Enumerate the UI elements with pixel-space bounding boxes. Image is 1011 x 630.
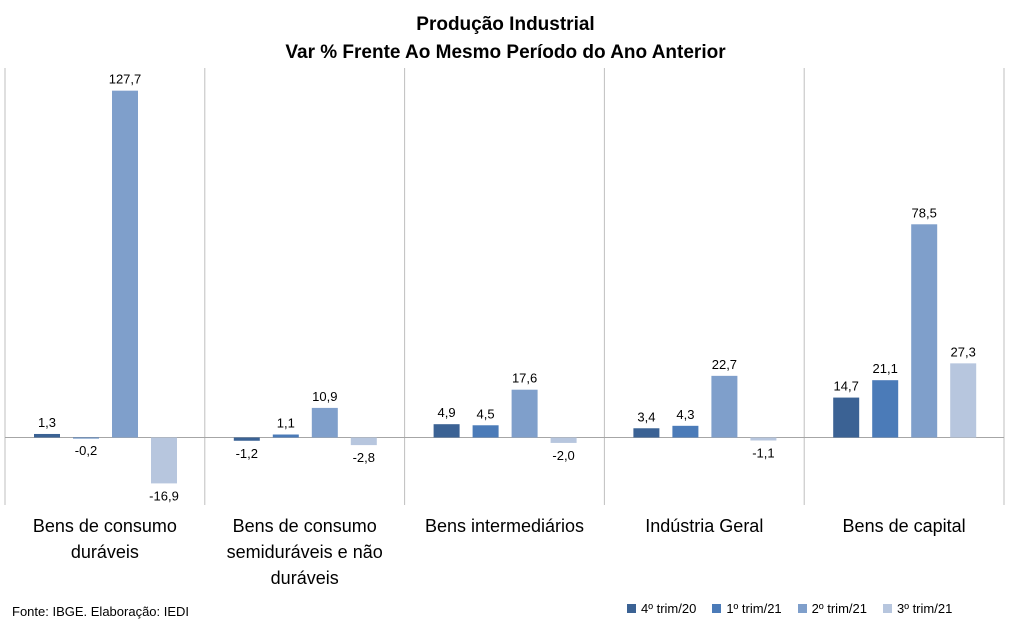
legend-label: 3º trim/21 bbox=[896, 601, 953, 616]
bar bbox=[233, 437, 260, 441]
bar bbox=[833, 397, 860, 438]
category-label: semiduráveis e não bbox=[227, 542, 383, 562]
legend-swatch bbox=[627, 604, 636, 613]
bar bbox=[750, 437, 777, 441]
bar bbox=[950, 363, 977, 438]
legend-item-4tri20: 4º trim/20 bbox=[627, 601, 696, 616]
category-label: duráveis bbox=[271, 568, 339, 588]
data-label: 1,3 bbox=[38, 415, 56, 430]
source-note: Fonte: IBGE. Elaboração: IEDI bbox=[12, 604, 190, 619]
data-label: 4,5 bbox=[477, 406, 495, 421]
chart-title: Produção Industrial bbox=[416, 14, 595, 35]
legend-swatch bbox=[797, 604, 807, 613]
bar bbox=[633, 428, 660, 438]
bar bbox=[711, 375, 738, 438]
legend-swatch bbox=[882, 604, 892, 613]
category-label: Bens de capital bbox=[843, 516, 966, 536]
bar bbox=[350, 437, 377, 446]
category-label: Indústria Geral bbox=[645, 516, 763, 536]
data-label: 14,7 bbox=[834, 379, 859, 394]
bar bbox=[550, 437, 577, 443]
data-label: -2,0 bbox=[552, 448, 574, 463]
category-label: Bens de consumo bbox=[233, 516, 377, 536]
category-label: Bens de consumo bbox=[33, 516, 177, 536]
legend-item-1tri21: 1º trim/21 bbox=[712, 601, 782, 616]
bar bbox=[872, 380, 899, 438]
data-label: -0,2 bbox=[75, 443, 97, 458]
data-label: 27,3 bbox=[951, 344, 976, 359]
bar bbox=[311, 407, 338, 438]
data-label: 21,1 bbox=[873, 361, 898, 376]
chart-subtitle: Var % Frente Ao Mesmo Período do Ano Ant… bbox=[285, 42, 726, 63]
data-label: 17,6 bbox=[512, 371, 537, 386]
legend-label: 1º trim/21 bbox=[726, 601, 782, 616]
legend-item-2tri21: 2º trim/21 bbox=[797, 601, 867, 616]
legend: 4º trim/20 1º trim/21 2º trim/21 3º trim… bbox=[627, 601, 952, 616]
legend-item-3tri21: 3º trim/21 bbox=[882, 601, 953, 616]
bar bbox=[433, 424, 460, 438]
bar bbox=[472, 425, 499, 438]
bar bbox=[151, 437, 177, 484]
bar bbox=[34, 433, 60, 438]
legend-label: 2º trim/21 bbox=[811, 601, 867, 616]
legend-label: 4º trim/20 bbox=[641, 601, 697, 616]
bar bbox=[511, 389, 538, 438]
data-label: 4,9 bbox=[438, 405, 456, 420]
data-label: -1,2 bbox=[236, 446, 258, 461]
data-label: 127,7 bbox=[109, 72, 142, 87]
data-label: 4,3 bbox=[676, 407, 694, 422]
bar bbox=[272, 434, 299, 438]
bar bbox=[672, 425, 699, 438]
data-label: 78,5 bbox=[912, 205, 937, 220]
data-label: -1,1 bbox=[752, 445, 774, 460]
data-label: 10,9 bbox=[312, 389, 337, 404]
legend-swatch bbox=[712, 604, 722, 613]
data-label: -16,9 bbox=[149, 488, 179, 503]
data-label: -2,8 bbox=[353, 450, 375, 465]
category-label: Bens intermediários bbox=[425, 516, 584, 536]
data-label: 22,7 bbox=[712, 357, 737, 372]
data-label: 1,1 bbox=[277, 416, 295, 431]
category-label: duráveis bbox=[71, 542, 139, 562]
data-label: 3,4 bbox=[637, 409, 655, 424]
bar bbox=[112, 90, 138, 438]
bar bbox=[73, 437, 99, 439]
bar bbox=[911, 224, 938, 438]
